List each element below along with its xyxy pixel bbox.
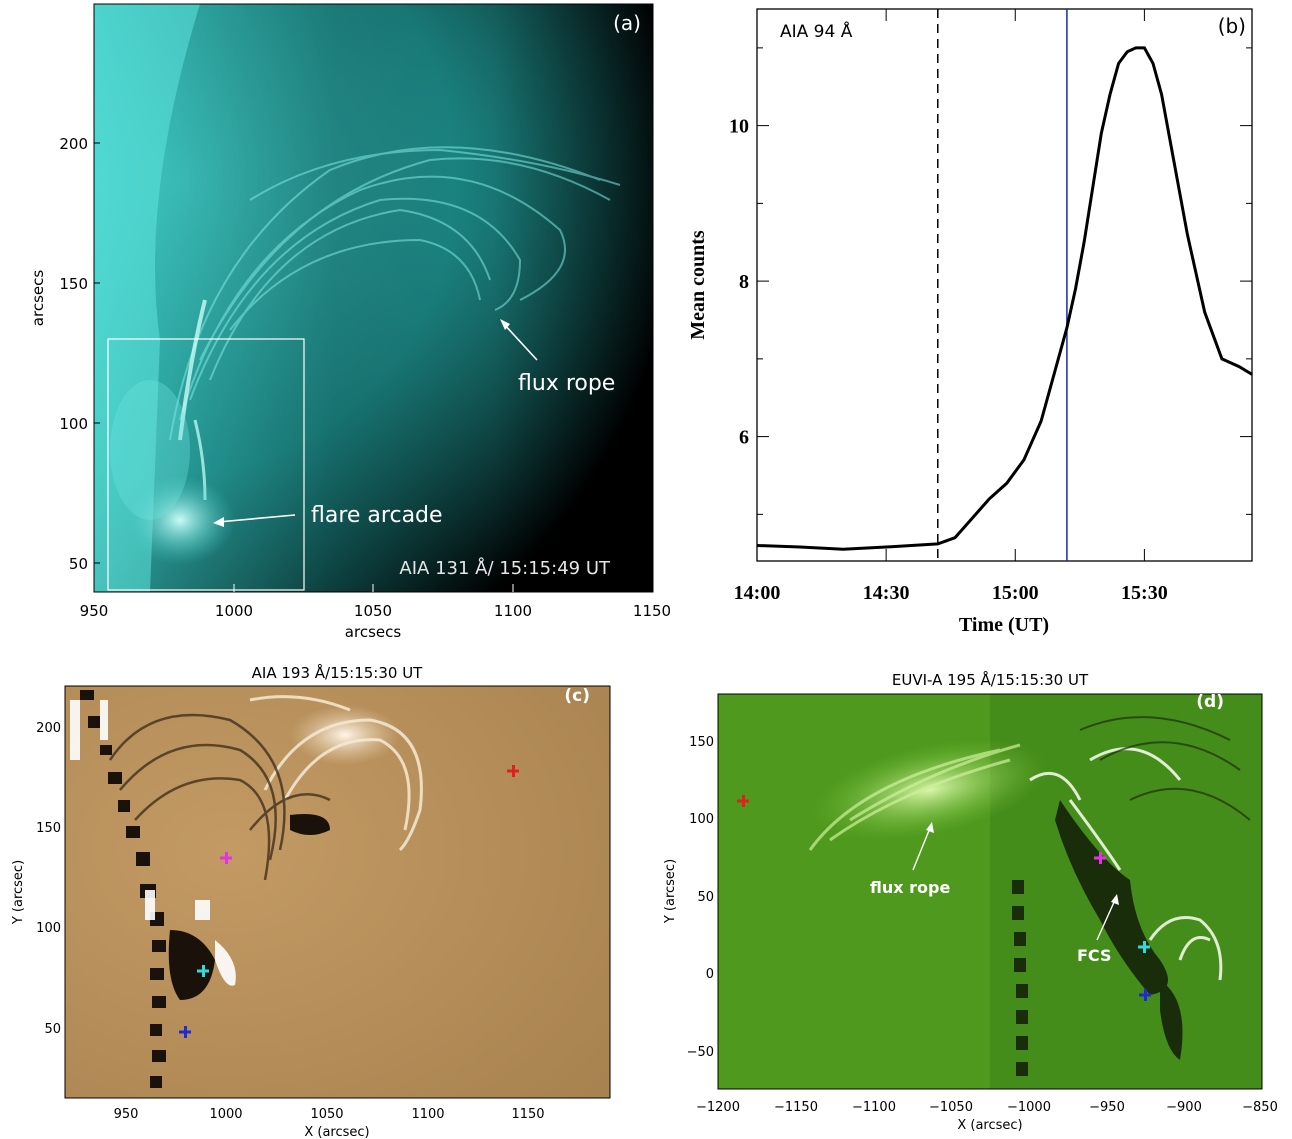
panel-c-ytick: 200 <box>36 721 61 736</box>
y-tick-label: 8 <box>739 271 749 293</box>
panel-c-xtick: 1150 <box>511 1107 544 1122</box>
panel-d-ylabel: Y (arcsec) <box>663 859 678 924</box>
fcs-label: FCS <box>1077 946 1112 965</box>
panel-d-xtick: −1150 <box>774 1100 818 1115</box>
panel-d-xtick: −1200 <box>696 1100 740 1115</box>
panel-c-xtick: 950 <box>114 1107 139 1122</box>
panel-c-xtick: 1050 <box>310 1107 343 1122</box>
y-tick-label: 10 <box>729 116 749 138</box>
panel-d-ytick: 100 <box>689 812 714 827</box>
panel-d-tag: (d) <box>1196 692 1224 712</box>
panel-c-title: AIA 193 Å/15:15:30 UT <box>252 663 424 682</box>
panel-d-xtick: −850 <box>1242 1100 1278 1115</box>
panel-a-ytick: 200 <box>59 135 88 153</box>
panel-b: 14:00 14:30 15:00 15:30 10 8 6 AIA 94 Å (b) Ti… <box>687 8 1253 636</box>
panel-d-ytick: −50 <box>687 1045 714 1060</box>
panel-a-image <box>94 4 653 592</box>
panel-c-ytick: 150 <box>36 821 61 836</box>
panel-c-ylabel: Y (arcsec) <box>11 860 26 925</box>
panel-b-tag: (b) <box>1218 14 1246 38</box>
panel-c-xlabel: X (arcsec) <box>304 1125 369 1139</box>
flare-arcade-label: flare arcade <box>311 503 443 528</box>
y-axis-label: Mean counts <box>687 230 709 340</box>
region-box <box>107 338 305 591</box>
x-tick-label: 15:00 <box>992 582 1039 604</box>
panel-a-ylabel: arcsecs <box>29 270 47 327</box>
panel-c-xtick: 1100 <box>411 1107 444 1122</box>
panel-a-xlabel: arcsecs <box>345 623 402 641</box>
series-line-mean-counts <box>756 46 1253 551</box>
panel-d-ytick: 50 <box>697 890 714 905</box>
panel-c-ytick: 100 <box>36 921 61 936</box>
panel-d-ytick: 0 <box>706 967 714 982</box>
marker-cyan <box>197 965 209 977</box>
flare-arcade-arrow <box>217 514 296 523</box>
panel-d-xtick: −1100 <box>852 1100 896 1115</box>
panel-a-ytick: 150 <box>59 275 88 293</box>
panel-d-xtick: −1050 <box>929 1100 973 1115</box>
flux-rope-arrow <box>502 322 538 361</box>
panel-a-caption: AIA 131 Å/ 15:15:49 UT <box>399 557 611 579</box>
panel-d: EUVI-A 195 Å/15:15:30 UT <box>663 670 1278 1133</box>
panel-c-xtick: 1000 <box>209 1107 242 1122</box>
marker-red <box>507 765 519 777</box>
panel-a-xtick: 1050 <box>354 602 392 620</box>
panel-c: AIA 193 Å/15:15:30 UT <box>11 663 611 1139</box>
panel-d-xtick: −1000 <box>1007 1100 1051 1115</box>
panel-d-xtick: −900 <box>1166 1100 1202 1115</box>
panel-c-tag: (c) <box>564 686 590 706</box>
x-tick-label: 14:30 <box>863 582 910 604</box>
panel-d-image <box>718 694 1262 1089</box>
panel-a-xtick: 1100 <box>494 602 532 620</box>
marker-blue <box>179 1026 191 1038</box>
panel-a-tag: (a) <box>613 11 641 35</box>
panel-a-ytick: 100 <box>59 415 88 433</box>
panel-c-ytick: 50 <box>44 1022 61 1037</box>
panel-d-xtick: −950 <box>1089 1100 1125 1115</box>
panel-b-frame <box>756 8 1253 562</box>
x-tick-label: 14:00 <box>734 582 781 604</box>
panel-a-xtick: 1000 <box>215 602 253 620</box>
y-tick-label: 6 <box>739 427 749 449</box>
panel-a: (a) flux rope flare arcade AIA 131 Å/ 15… <box>29 3 671 641</box>
x-tick-label: 15:30 <box>1121 582 1168 604</box>
marker-magenta <box>220 852 232 864</box>
marker-blue <box>1139 989 1151 1001</box>
fcs-arrow <box>1096 899 1116 941</box>
panel-d-title: EUVI-A 195 Å/15:15:30 UT <box>892 670 1089 689</box>
panel-d-xlabel: X (arcsec) <box>957 1118 1022 1133</box>
panel-a-ytick: 50 <box>69 555 88 573</box>
flux-rope-label: flux rope <box>870 878 950 897</box>
marker-cyan <box>1138 941 1150 953</box>
flux-rope-label: flux rope <box>518 371 615 396</box>
chart-label: AIA 94 Å <box>780 20 853 42</box>
panel-a-xtick: 1150 <box>633 602 671 620</box>
panel-a-xtick: 950 <box>80 602 109 620</box>
flux-rope-arrow <box>912 827 931 871</box>
marker-magenta <box>1094 852 1106 864</box>
panel-d-ytick: 150 <box>689 735 714 750</box>
panel-c-image <box>65 686 610 1098</box>
marker-red <box>737 795 749 807</box>
x-axis-label: Time (UT) <box>959 614 1049 636</box>
